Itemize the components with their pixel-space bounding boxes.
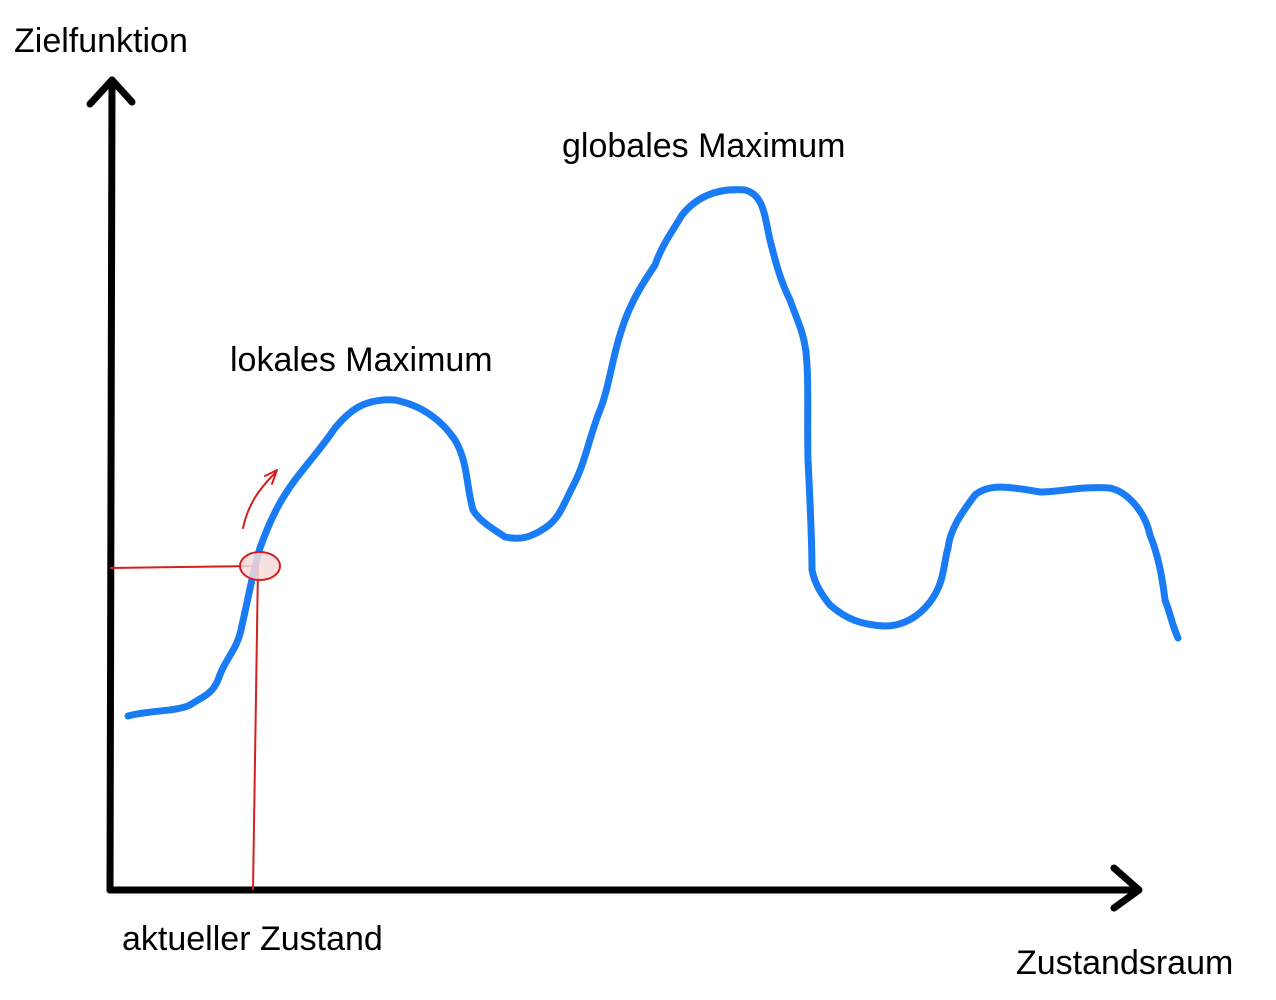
y-axis	[106, 76, 116, 894]
current-state-marker	[239, 551, 281, 581]
y-axis-label: Zielfunktion	[14, 22, 188, 60]
current-state-vertical-line	[252, 565, 259, 891]
current-state-horizontal-line	[109, 565, 259, 569]
climb-direction-arrowhead	[264, 469, 278, 485]
x-axis-arrowhead	[1110, 864, 1143, 912]
climb-direction-arrow	[242, 471, 277, 529]
y-axis-arrowhead	[86, 76, 136, 108]
global-maximum-label: globales Maximum	[562, 127, 846, 165]
objective-function-curve	[124, 186, 1182, 720]
current-state-label: aktueller Zustand	[122, 920, 383, 958]
local-maximum-label: lokales Maximum	[230, 341, 493, 379]
x-axis-label: Zustandsraum	[1016, 944, 1234, 982]
